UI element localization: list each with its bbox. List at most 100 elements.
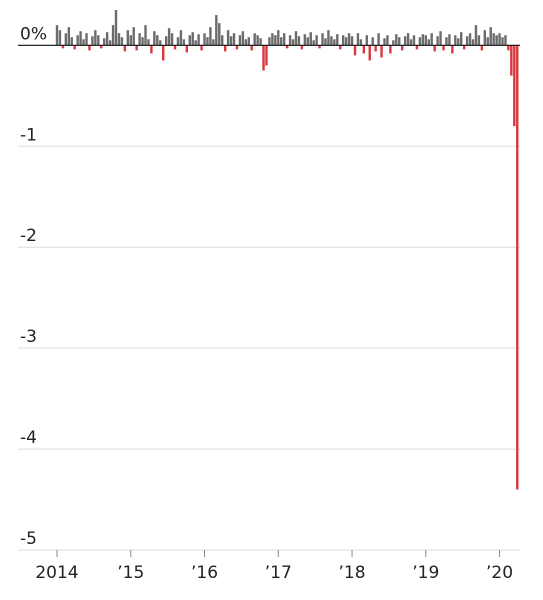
bar [209,27,212,46]
bar [111,25,115,46]
bar [188,35,191,46]
bar [365,35,368,46]
bar [368,45,371,61]
bar [303,34,307,46]
bar [465,36,469,46]
bar [285,45,289,49]
bar [164,36,168,46]
bar [380,45,383,58]
bar [403,36,407,46]
bar [117,33,121,46]
bar [114,10,118,46]
bar [460,32,463,46]
bar [223,45,227,52]
bar [486,37,489,46]
bar [510,45,513,76]
bar [105,32,109,46]
bar [480,45,484,51]
bar [64,33,68,46]
bar [386,35,389,46]
bar [247,37,250,46]
bar [182,39,186,46]
bar [374,45,377,52]
bar [100,45,103,49]
bar [232,33,236,46]
bar [280,37,283,46]
bar [212,39,215,46]
bar [398,37,401,46]
bar [88,45,91,51]
bar [147,39,150,46]
bar [353,45,357,56]
x-tick-label: ’16 [191,563,218,583]
bar [103,38,106,46]
bar [356,33,360,46]
y-tick-label: -2 [20,226,37,246]
bar [362,45,366,54]
bar [462,45,466,50]
bar [226,30,230,46]
bar [179,30,183,46]
bar [327,30,330,46]
bar [85,33,88,46]
x-tick-label: 2014 [35,563,78,583]
bar [442,45,445,51]
bar [259,38,262,46]
x-tick-label: ’17 [265,563,292,583]
bar [282,33,286,46]
bar [253,33,256,46]
bar [412,35,416,46]
bar [58,30,62,46]
bar [339,45,342,50]
bar [439,31,442,46]
bar [162,45,165,61]
bar [495,35,498,46]
bar [156,35,159,46]
bar [144,25,147,46]
bar [418,37,422,46]
bar [176,37,180,46]
bar [170,33,174,46]
bar [55,25,59,46]
y-tick-label: -1 [20,125,37,145]
bar [300,45,304,50]
bar [306,37,309,46]
bar [330,36,333,46]
bar [82,39,85,46]
bar [241,31,245,46]
bar [483,30,487,46]
bar [79,31,82,46]
bar [395,34,398,46]
bar [256,35,259,46]
bar [297,36,301,46]
bar [448,34,451,46]
bar [203,33,206,46]
bar [312,40,315,46]
bar [471,39,475,46]
bar [135,45,138,51]
x-tick-label: ’18 [339,563,366,583]
bar [347,33,351,46]
bar [288,35,292,46]
bar [492,33,495,46]
bar [244,39,248,46]
bar [359,39,363,46]
bar [132,27,135,46]
bar [294,31,298,46]
bar [454,35,457,46]
x-tick-label: ’15 [117,563,144,583]
bar [377,33,380,46]
bar [94,30,97,46]
bar [277,30,280,46]
bar [516,45,519,490]
bar [451,45,454,54]
bar [229,36,233,46]
bar [167,28,171,46]
bar [215,15,218,46]
bar [415,45,419,50]
bar [194,40,197,46]
bar [206,37,209,46]
bar [70,37,73,46]
bar [501,37,504,46]
bar [504,35,507,46]
